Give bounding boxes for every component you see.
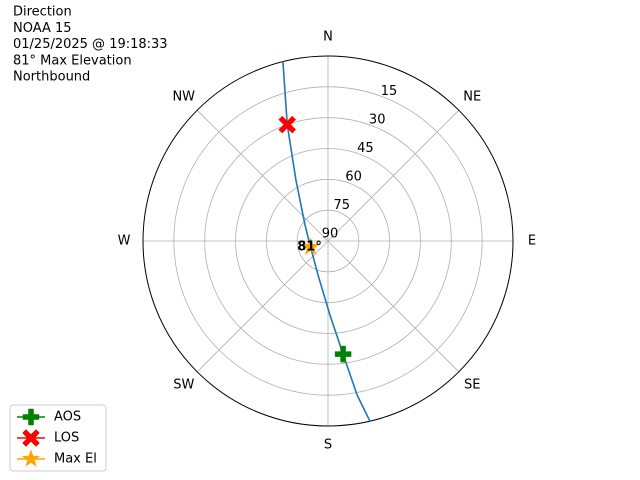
y-tick-label: 75	[334, 198, 351, 213]
x-tick-label: NE	[463, 89, 481, 104]
title-line: 01/25/2025 @ 19:18:33	[13, 37, 168, 52]
legend-label: LOS	[54, 431, 79, 446]
x-tick-label: N	[323, 30, 333, 45]
grid-spoke	[327, 240, 460, 373]
annotation: 81°	[297, 240, 322, 255]
marker-star	[301, 237, 320, 256]
polar-frame	[142, 55, 514, 427]
title-line: NOAA 15	[13, 21, 72, 36]
legend-box	[9, 404, 107, 472]
x-tick-label: W	[118, 234, 131, 249]
x-tick-label: SE	[464, 378, 480, 393]
marker-x	[278, 115, 297, 134]
y-tick-label: 60	[345, 170, 362, 185]
x-tick-label: NW	[172, 89, 195, 104]
track-line	[282, 61, 371, 422]
y-tick-label: 30	[369, 113, 386, 128]
x-tick-label: E	[528, 234, 536, 249]
grid-spoke	[196, 240, 329, 373]
legend-label: Max El	[54, 452, 97, 467]
legend-marker	[22, 429, 40, 447]
title-line: Northbound	[13, 70, 90, 85]
title-line: 81° Max Elevation	[13, 53, 132, 68]
title-line: Direction	[13, 5, 72, 20]
legend-marker	[21, 449, 41, 467]
y-tick-label: 45	[357, 141, 374, 156]
grid-spoke	[196, 109, 329, 242]
x-tick-label: SW	[173, 378, 194, 393]
grid-spoke	[327, 109, 460, 242]
legend-marker	[22, 408, 40, 426]
marker-plus	[334, 345, 352, 363]
x-tick-label: S	[324, 438, 332, 453]
y-tick-label: 15	[381, 84, 398, 99]
legend-label: AOS	[54, 410, 81, 425]
y-tick-label: 90	[322, 227, 339, 242]
